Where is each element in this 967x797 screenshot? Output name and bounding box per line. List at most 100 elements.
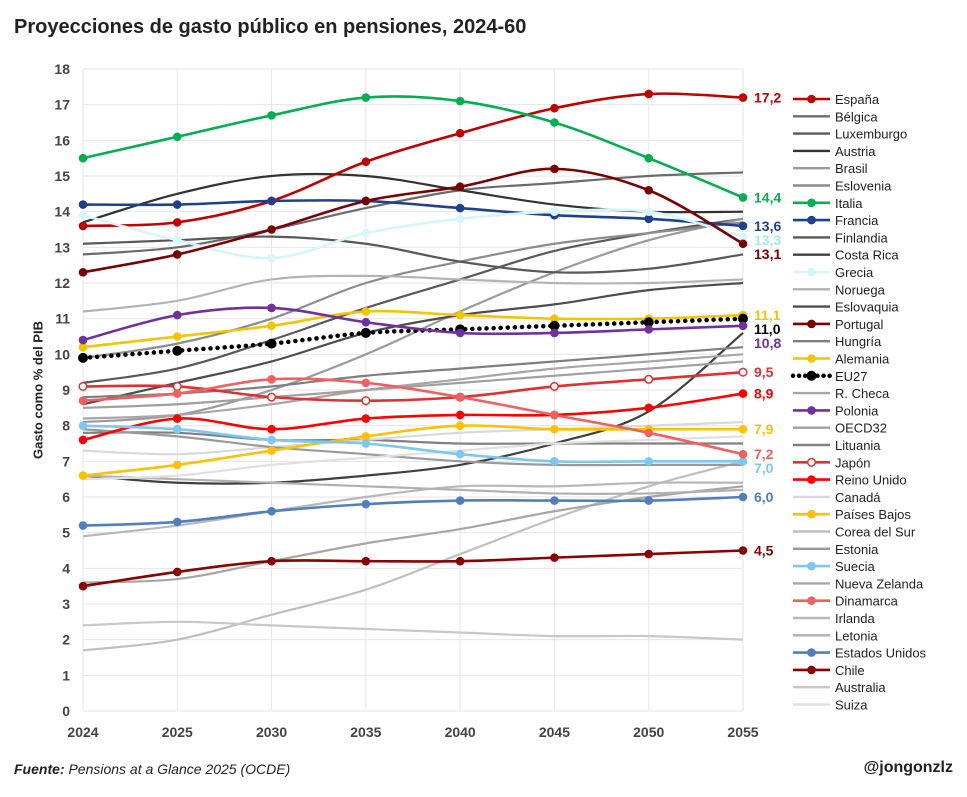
series-line-eslovaquia: [82, 281, 744, 406]
legend-label: Brasil: [835, 161, 868, 176]
data-point-italia: [455, 96, 465, 106]
data-point-dinamarca: [550, 410, 559, 420]
data-point-japon: [549, 381, 559, 391]
legend-item-eslovaquia: Eslovaquia: [793, 300, 899, 315]
legend-label: Estados Unidos: [835, 646, 927, 661]
data-point-suecia: [267, 435, 276, 445]
legend-label: Grecia: [835, 265, 874, 280]
legend-label: Suecia: [835, 559, 876, 574]
data-point-francia: [267, 196, 276, 206]
legend-label: Francia: [835, 213, 879, 228]
legend-item-portugal: Portugal: [793, 317, 884, 332]
legend-item-corea-del-sur: Corea del Sur: [793, 525, 916, 540]
legend-label: Nueva Zelanda: [835, 576, 924, 591]
legend-item-japon: Japón: [793, 455, 870, 470]
x-tick-label: 2035: [350, 724, 381, 740]
data-point-dinamarca: [644, 428, 654, 438]
data-point-italia: [738, 193, 748, 202]
legend-item-noruega: Noruega: [793, 282, 886, 297]
data-point-portugal: [361, 196, 371, 206]
y-tick-label: 7: [62, 453, 70, 469]
end-label-grecia: 13,3: [754, 232, 781, 248]
data-point-estados-unidos: [172, 517, 182, 527]
series-line-finlandia: [82, 235, 744, 274]
legend-item-suiza: Suiza: [793, 698, 868, 713]
data-point-chile: [78, 581, 88, 591]
data-point-italia: [550, 118, 559, 127]
data-point-suecia: [550, 457, 559, 466]
legend-item-chile: Chile: [793, 663, 865, 678]
legend-item-reino-unido: Reino Unido: [793, 473, 907, 488]
legend-label: Letonia: [835, 628, 878, 643]
x-tick-label: 2055: [727, 724, 758, 740]
y-tick-label: 12: [54, 275, 70, 291]
legend-item-costa-rica: Costa Rica: [793, 248, 899, 263]
series-line-chile: [82, 549, 744, 588]
series-line-suiza: [82, 435, 744, 481]
series-line-polonia: [82, 306, 744, 342]
legend-label: Reino Unido: [835, 473, 907, 488]
series-line-francia: [82, 198, 744, 228]
end-label-eu27: 11,0: [754, 321, 781, 337]
series-line-suecia: [82, 424, 743, 464]
end-label-dinamarca: 7,2: [754, 446, 774, 462]
data-point-chile: [738, 546, 748, 555]
data-point-japon: [267, 392, 277, 402]
series-line-noruega: [82, 274, 744, 313]
data-point-espana: [78, 221, 88, 231]
data-point-paises-bajos: [550, 424, 559, 434]
series-line-nueva-zelanda: [82, 485, 744, 584]
legend-item-australia: Australia: [793, 680, 886, 695]
series-line-alemania: [82, 309, 744, 349]
end-label-paises-bajos: 7,9: [754, 421, 774, 437]
data-point-grecia: [267, 253, 276, 263]
data-point-polonia: [361, 317, 371, 327]
data-point-grecia: [644, 207, 654, 216]
legend-item-italia: Italia: [793, 196, 863, 211]
data-point-grecia: [78, 210, 88, 220]
legend-item-dinamarca: Dinamarca: [793, 594, 899, 609]
legend-item-canada: Canadá: [793, 490, 881, 505]
data-point-paises-bajos: [78, 471, 88, 480]
data-point-suecia: [644, 457, 654, 466]
data-point-francia: [644, 214, 654, 224]
data-point-portugal: [738, 239, 748, 249]
legend-swatch-marker: [807, 509, 816, 519]
series-line-brasil: [82, 217, 744, 424]
series-markers: [78, 89, 748, 591]
data-point-paises-bajos: [267, 446, 276, 455]
legend-item-letonia: Letonia: [793, 628, 878, 643]
y-tick-label: 10: [54, 346, 70, 362]
legend-item-irlanda: Irlanda: [793, 611, 876, 626]
data-point-estados-unidos: [644, 496, 654, 505]
data-point-francia: [738, 221, 748, 231]
source-text: Pensions at a Glance 2025 (OCDE): [68, 761, 291, 777]
data-point-francia: [172, 200, 182, 209]
data-point-alemania: [172, 332, 182, 341]
data-point-paises-bajos: [738, 424, 748, 434]
data-point-francia: [78, 200, 88, 209]
data-point-dinamarca: [738, 449, 748, 459]
y-tick-label: 4: [62, 560, 70, 576]
series-line-australia: [82, 620, 744, 641]
data-point-estados-unidos: [738, 492, 748, 502]
series-line-grecia: [82, 208, 744, 260]
data-point-italia: [361, 93, 371, 102]
data-point-grecia: [361, 228, 371, 238]
data-point-grecia: [455, 214, 465, 224]
legend-label: Italia: [835, 196, 863, 211]
data-point-polonia: [550, 328, 559, 338]
data-point-suecia: [172, 424, 182, 434]
legend-label: Luxemburgo: [835, 127, 907, 142]
end-label-italia: 14,4: [754, 189, 781, 205]
legend-label: Lituania: [835, 438, 881, 453]
y-tick-label: 2: [62, 632, 70, 648]
data-point-estados-unidos: [267, 506, 276, 516]
data-point-dinamarca: [455, 392, 465, 402]
data-point-espana: [738, 93, 748, 102]
legend-item-estados-unidos: Estados Unidos: [793, 646, 927, 661]
legend-swatch-marker: [807, 648, 816, 657]
data-point-italia: [267, 111, 276, 120]
data-point-suecia: [78, 421, 88, 430]
legend-swatch-marker: [806, 370, 817, 381]
